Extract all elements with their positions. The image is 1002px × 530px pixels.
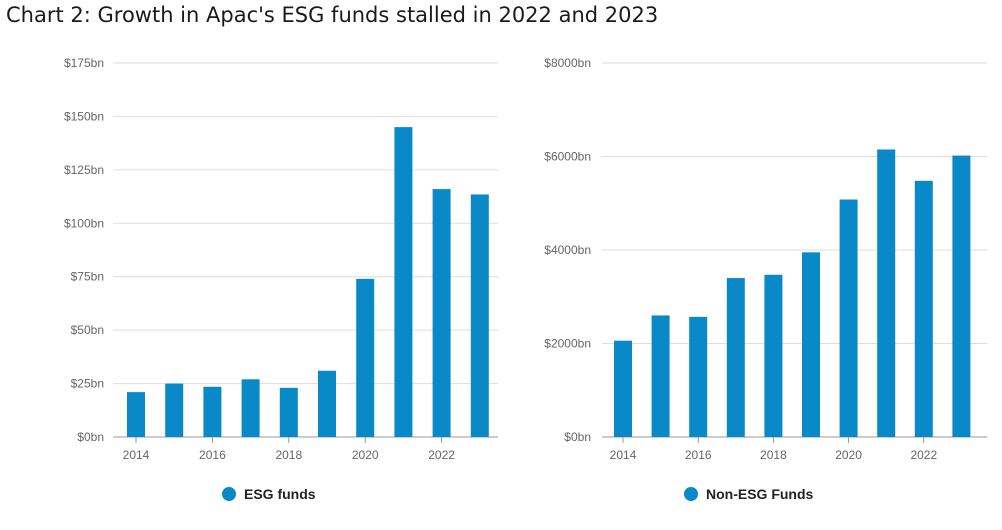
bar[interactable] [689,316,708,437]
y-tick-label: $125bn [64,163,104,177]
y-tick-label: $150bn [64,109,104,123]
bar[interactable] [318,370,336,437]
esg-legend[interactable]: ESG funds [222,486,316,502]
y-tick-label: $75bn [71,270,104,284]
x-tick-label: 2018 [760,448,787,462]
bar[interactable] [726,278,745,437]
bar[interactable] [802,252,820,437]
bar[interactable] [470,194,489,437]
x-tick-label: 2014 [123,448,150,462]
non-esg-legend-label: Non-ESG Funds [706,486,814,502]
y-tick-label: $50bn [71,323,104,337]
esg-legend-label: ESG funds [244,486,316,502]
bar[interactable] [203,386,222,437]
x-tick-label: 2014 [610,448,637,462]
bar[interactable] [127,392,145,437]
bar[interactable] [651,315,670,437]
esg-funds-chart: $0bn $25bn $50bn $75bn $100bn $125bn $150bn $17… [64,56,498,462]
y-tick-label: $25bn [71,377,104,391]
y-tick-label: $0bn [564,430,591,444]
y-tick-label: $175bn [64,56,104,70]
bar[interactable] [165,383,184,437]
bar[interactable] [839,199,858,437]
x-tick-label: 2022 [428,448,455,462]
non-esg-legend[interactable]: Non-ESG Funds [684,486,813,502]
legend-dot-icon [684,487,698,501]
y-tick-label: $100bn [64,216,104,230]
non-esg-funds-chart: $0bn $2000bn $4000bn $6000bn $8000bn 2014 2016… [544,56,987,462]
bar[interactable] [914,180,933,437]
x-tick-label: 2016 [685,448,712,462]
bar[interactable] [241,379,260,437]
y-tick-label: $8000bn [544,56,591,70]
x-tick-label: 2020 [352,448,379,462]
bar[interactable] [279,387,298,437]
x-tick-label: 2018 [275,448,302,462]
bar[interactable] [952,155,971,437]
bar[interactable] [394,127,413,437]
y-tick-label: $2000bn [544,337,591,351]
bar[interactable] [877,149,896,438]
y-tick-label: $0bn [77,430,104,444]
legend-dot-icon [222,487,236,501]
y-tick-label: $4000bn [544,243,591,257]
x-tick-label: 2016 [199,448,226,462]
bar[interactable] [356,278,375,437]
bar[interactable] [764,274,783,437]
chart-title: Chart 2: Growth in Apac's ESG funds stal… [6,3,659,27]
x-tick-label: 2022 [910,448,937,462]
bar[interactable] [432,189,451,437]
y-tick-label: $6000bn [544,150,591,164]
bar[interactable] [614,340,632,437]
x-tick-label: 2020 [835,448,862,462]
